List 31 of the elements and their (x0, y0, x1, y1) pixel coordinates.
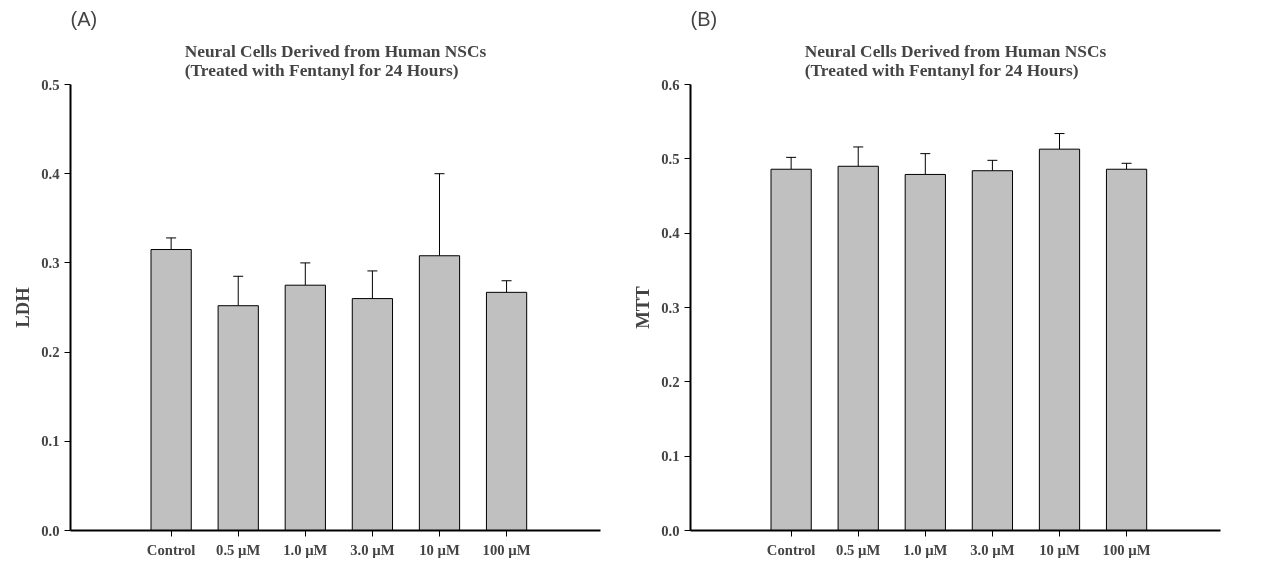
y-tick-label: 0.1 (661, 448, 680, 465)
y-axis-title: MTT (632, 285, 654, 329)
y-tick-label: 0.4 (661, 225, 681, 242)
y-tick-label: 0.6 (661, 76, 680, 93)
x-tick-label: 10 µM (419, 541, 460, 558)
x-tick-label: Control (146, 541, 196, 558)
y-tick-label: 0.0 (41, 522, 60, 539)
chart-title: Neural Cells Derived from Human NSCs (Treated with Fentanyl for 24 Hours) (804, 41, 1107, 80)
y-tick-label: 0.3 (41, 254, 60, 271)
chart-title: Neural Cells Derived from Human NSCs (Treated with Fentanyl for 24 Hours) (184, 41, 487, 80)
y-tick-label: 0.3 (661, 299, 680, 316)
y-axis-title: LDH (12, 286, 34, 328)
x-tick-label: 1.0 µM (903, 541, 948, 558)
x-tick-label: 0.5 µM (216, 541, 261, 558)
x-tick-label: 3.0 µM (970, 541, 1015, 558)
y-tick-label: 0.4 (41, 165, 61, 182)
text: (B) (690, 7, 718, 30)
x-tick-label: Control (766, 541, 816, 558)
x-tick-label: 10 µM (1039, 541, 1080, 558)
x-tick-label: 0.5 µM (836, 541, 881, 558)
x-tick-label: 3.0 µM (350, 541, 395, 558)
y-tick-label: 0.5 (41, 76, 60, 93)
y-tick-label: 0.2 (41, 344, 60, 361)
y-tick-label: 0.1 (41, 433, 60, 450)
x-tick-label: 100 µM (1102, 541, 1151, 558)
x-tick-label: 1.0 µM (283, 541, 328, 558)
y-tick-label: 0.2 (661, 373, 680, 390)
text: (A) (70, 7, 98, 30)
y-tick-label: 0.0 (661, 522, 680, 539)
y-tick-label: 0.5 (661, 150, 680, 167)
x-tick-label: 100 µM (482, 541, 531, 558)
